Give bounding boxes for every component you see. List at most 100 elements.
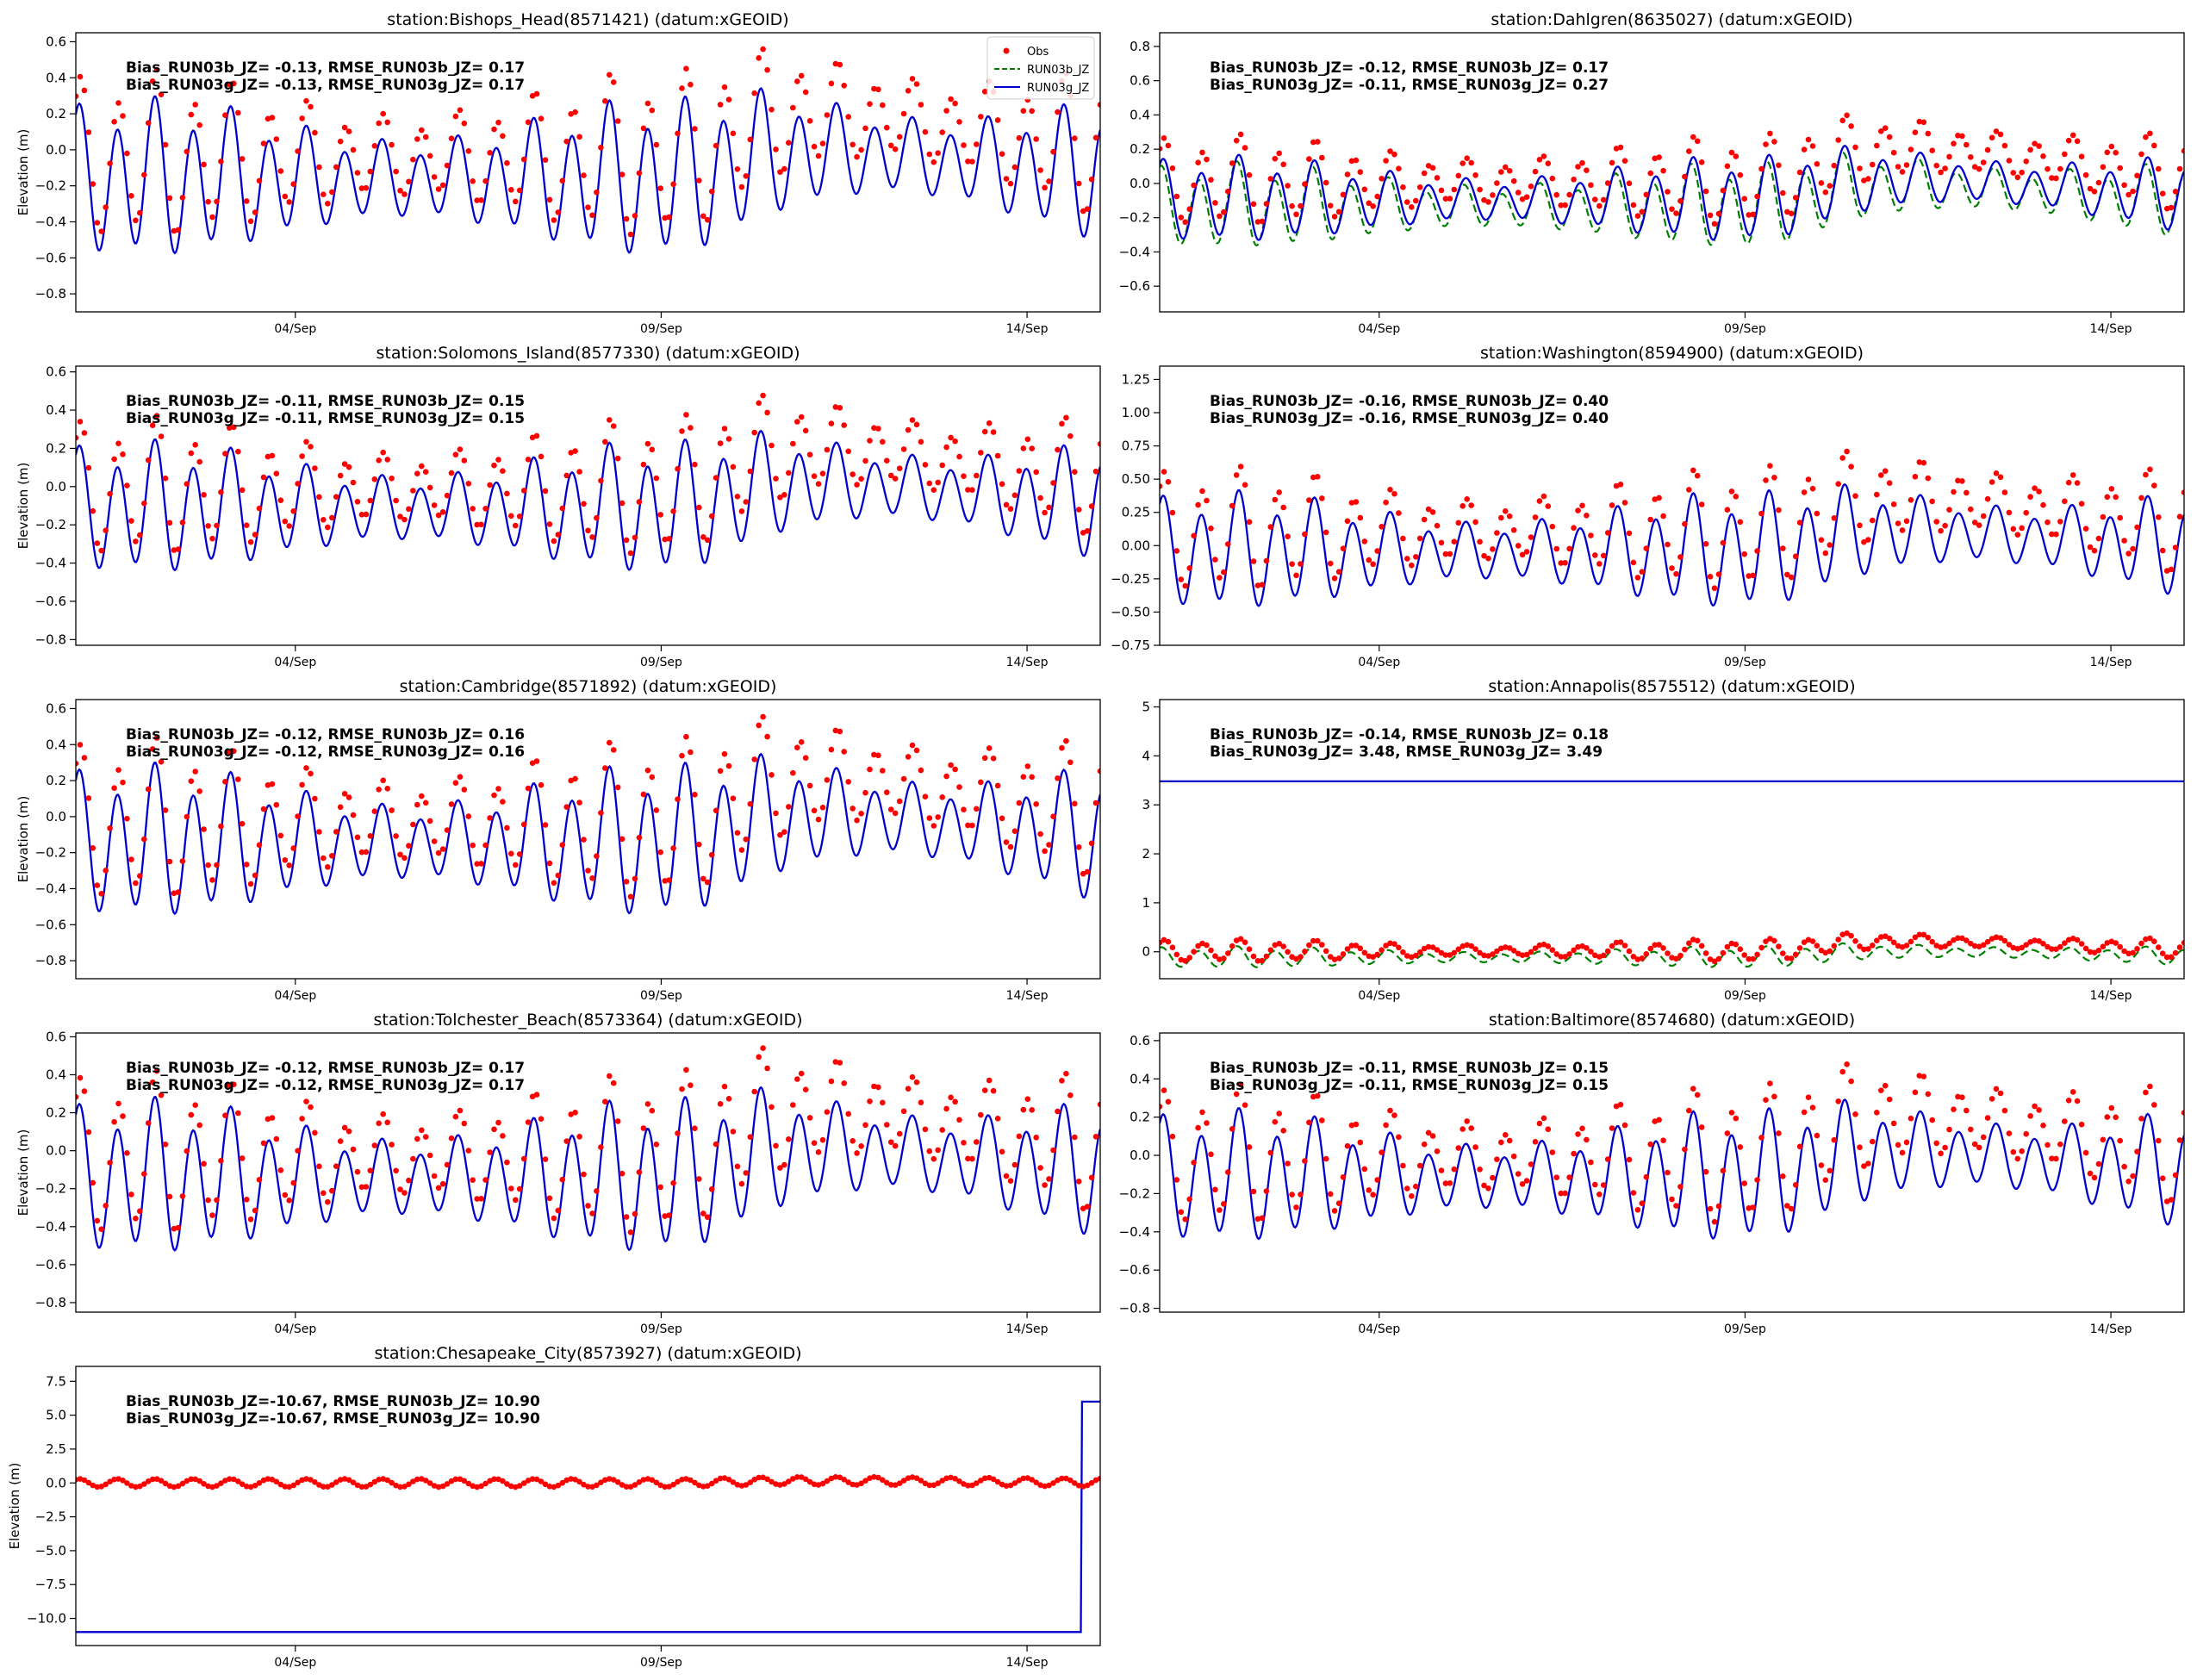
obs-point <box>1319 154 1325 161</box>
obs-point <box>1331 576 1338 582</box>
panels: station:Bishops_Head(8571421) (datum:xGE… <box>7 10 2185 1670</box>
obs-point <box>640 1125 647 1131</box>
x-tick-label: 04/Sep <box>1358 1322 1400 1336</box>
obs-point <box>538 115 545 121</box>
obs-point <box>465 148 472 154</box>
obs-point <box>704 216 711 223</box>
obs-point <box>1494 530 1500 536</box>
obs-point <box>214 522 220 529</box>
obs-point <box>662 536 668 543</box>
obs-point <box>1634 575 1641 581</box>
obs-point <box>1067 759 1074 766</box>
obs-point <box>794 78 800 84</box>
obs-point <box>1003 501 1010 508</box>
obs-point <box>2074 1098 2081 1104</box>
obs-point <box>2156 1137 2162 1144</box>
obs-point <box>1784 571 1790 578</box>
obs-point <box>1929 147 1935 153</box>
obs-point <box>1229 502 1235 509</box>
obs-point <box>103 527 109 533</box>
obs-point <box>141 1171 147 1177</box>
stats-line-1: Bias_RUN03b_JZ= -0.12, RMSE_RUN03b_JZ= 0… <box>1210 59 1609 77</box>
obs-point <box>1285 1160 1291 1167</box>
obs-point <box>422 469 429 475</box>
obs-point <box>149 746 156 752</box>
obs-point <box>1955 935 1961 942</box>
obs-point <box>880 768 886 774</box>
obs-point <box>1596 1192 1603 1198</box>
obs-point <box>1315 937 1321 944</box>
obs-point <box>1490 192 1496 198</box>
obs-point <box>1993 128 2000 134</box>
obs-point <box>329 1187 335 1194</box>
obs-point <box>1263 557 1270 564</box>
obs-point <box>1050 813 1056 819</box>
obs-point <box>2113 940 2119 946</box>
obs-point <box>1374 548 1380 554</box>
obs-point <box>371 1142 378 1148</box>
obs-point <box>1413 554 1419 560</box>
x-tick-label: 09/Sep <box>640 1322 682 1336</box>
obs-point <box>461 1120 468 1127</box>
obs-point <box>1916 931 1923 938</box>
obs-point <box>1429 509 1436 515</box>
obs-point <box>457 107 464 114</box>
obs-point <box>282 193 289 200</box>
obs-point <box>1746 955 1752 962</box>
obs-point <box>764 733 770 740</box>
obs-point <box>764 1476 770 1483</box>
obs-point <box>2143 1089 2149 1096</box>
obs-point <box>2100 943 2107 949</box>
obs-point <box>1604 1156 1611 1162</box>
obs-point <box>1878 1087 1884 1093</box>
obs-point <box>77 419 84 425</box>
obs-point <box>1442 196 1449 202</box>
obs-point <box>1050 1480 1056 1486</box>
obs-point <box>961 1140 967 1146</box>
obs-point <box>2032 140 2038 146</box>
obs-point <box>551 217 557 223</box>
obs-point <box>115 1476 121 1482</box>
obs-point <box>158 1478 165 1484</box>
obs-point <box>1971 520 1978 526</box>
obs-point <box>188 1476 195 1483</box>
obs-point <box>1865 537 1871 543</box>
y-tick-label: −0.2 <box>35 845 66 861</box>
obs-point <box>1604 530 1611 536</box>
obs-point <box>1391 1112 1397 1118</box>
obs-point <box>798 1070 805 1077</box>
obs-point <box>2134 1148 2140 1154</box>
obs-point <box>1643 951 1650 957</box>
obs-point <box>1037 831 1043 837</box>
obs-point <box>1682 946 1688 953</box>
obs-point <box>1178 576 1185 582</box>
plot-area <box>1160 112 2184 247</box>
obs-point <box>1280 504 1286 511</box>
obs-point <box>819 470 826 476</box>
obs-point <box>1737 171 1744 178</box>
obs-point <box>1510 1153 1517 1160</box>
obs-point <box>1237 131 1244 138</box>
obs-point <box>1690 1086 1696 1092</box>
obs-point <box>533 1092 540 1098</box>
obs-point <box>145 120 152 126</box>
obs-point <box>1600 952 1607 959</box>
obs-point <box>1733 153 1740 159</box>
obs-point <box>1020 445 1027 451</box>
obs-point <box>717 768 724 775</box>
obs-point <box>1780 950 1786 956</box>
obs-point <box>1870 943 1876 949</box>
obs-point <box>1272 1118 1279 1125</box>
obs-point <box>679 752 685 759</box>
obs-point <box>1191 532 1197 539</box>
obs-point <box>1383 943 1389 949</box>
obs-point <box>1434 175 1441 181</box>
obs-point <box>2057 165 2063 172</box>
obs-point <box>491 1126 497 1133</box>
obs-point <box>265 1116 271 1123</box>
obs-point <box>2151 142 2157 149</box>
obs-point <box>1665 1169 1671 1176</box>
obs-point <box>439 1483 446 1490</box>
obs-point <box>1285 183 1291 189</box>
obs-point <box>1494 1156 1500 1162</box>
